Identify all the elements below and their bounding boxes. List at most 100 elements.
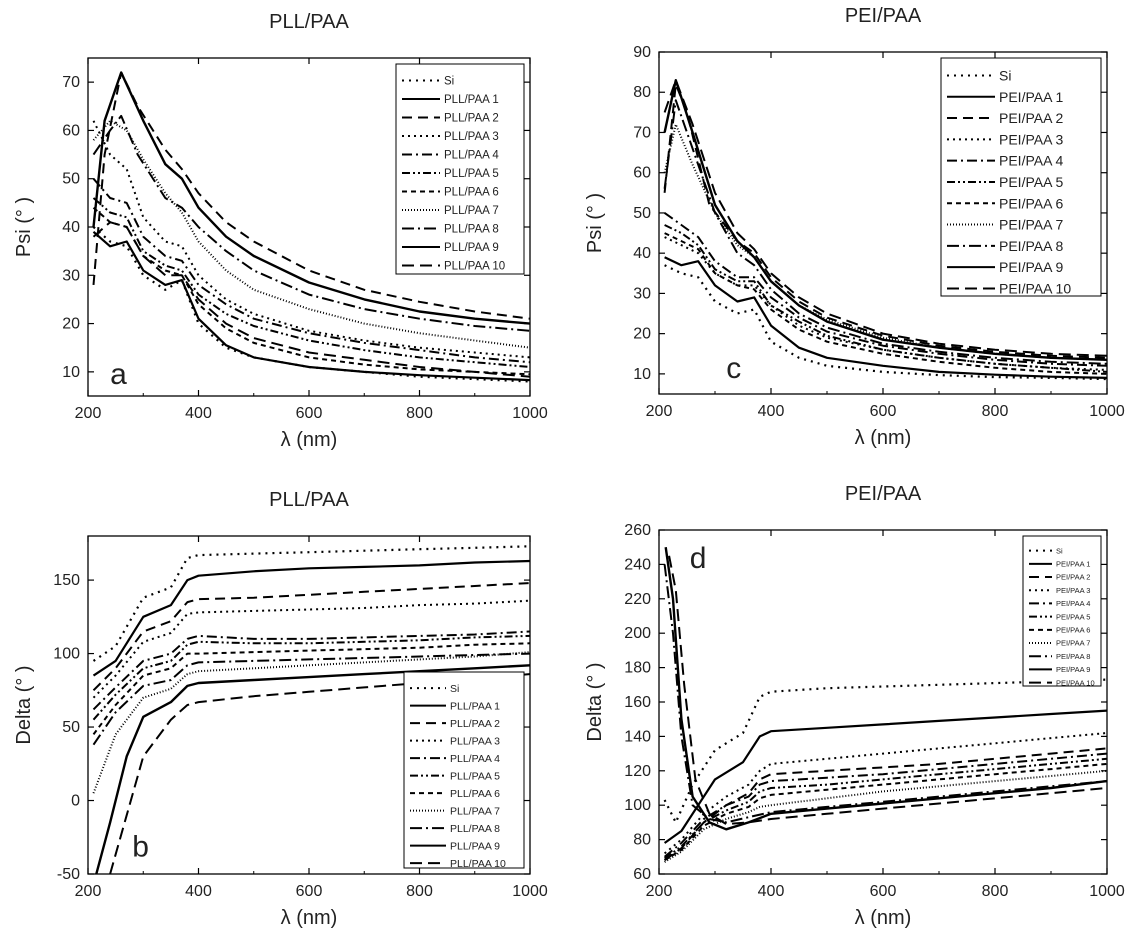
series-line-1 <box>92 226 530 383</box>
series-line-10 <box>95 664 530 874</box>
legend-entry: PEI/PAA 10 <box>1056 678 1095 687</box>
y-axis-label: Delta (° ) <box>13 665 35 744</box>
legend-entry: PLL/PAA 8 <box>444 224 499 236</box>
legend-entry: PLL/PAA 10 <box>450 858 506 870</box>
legend-entry: PEI/PAA 5 <box>1056 612 1090 621</box>
series-line-2 <box>92 230 530 382</box>
panel-letter: d <box>690 542 707 575</box>
chart-panel-c: PEI/PAA 200 400 600 800 1000 10 20 30 40 50 60 70 80 9… <box>584 5 1125 449</box>
legend-entry: PLL/PAA 6 <box>450 788 500 800</box>
x-axis-label: λ (nm) <box>855 907 912 929</box>
x-tick-label: 600 <box>870 883 897 900</box>
legend-entry: PLL/PAA 9 <box>450 840 500 852</box>
x-tick-label: 800 <box>982 883 1009 900</box>
x-tick-label: 600 <box>870 403 897 420</box>
x-axis-label: λ (nm) <box>281 907 338 929</box>
legend-entry: PLL/PAA 7 <box>450 805 500 817</box>
series-line-6 <box>92 634 530 721</box>
y-tick-label: 40 <box>62 219 80 236</box>
x-axis-label: λ (nm) <box>855 427 912 449</box>
legend-entry: PLL/PAA 5 <box>444 168 499 180</box>
y-tick-label: 100 <box>53 646 80 663</box>
legend-entry: PLL/PAA 1 <box>444 94 499 106</box>
x-tick-label: 200 <box>75 405 102 422</box>
x-tick-label: 1000 <box>512 883 548 900</box>
legend-entry: PLL/PAA 2 <box>444 113 499 125</box>
y-tick-label: 0 <box>71 793 80 810</box>
legend-entry: PEI/PAA 8 <box>1056 652 1090 661</box>
y-tick-label: 150 <box>53 572 80 589</box>
series-line-8 <box>664 769 1107 863</box>
panel-letter: c <box>726 352 741 385</box>
chart-title: PEI/PAA <box>845 483 922 505</box>
y-tick-label: 50 <box>633 205 651 222</box>
legend-entry: PEI/PAA 8 <box>999 238 1064 254</box>
legend-entry: PEI/PAA 1 <box>999 89 1064 105</box>
y-tick-label: 10 <box>62 364 80 381</box>
y-tick-label: 40 <box>633 245 651 262</box>
series-line-11 <box>668 555 1107 826</box>
legend-entry: PEI/PAA 3 <box>999 131 1064 147</box>
legend-entry: PLL/PAA 9 <box>444 242 499 254</box>
chart-title: PLL/PAA <box>269 489 349 511</box>
x-tick-label: 600 <box>296 883 323 900</box>
series-line-9 <box>92 114 530 332</box>
x-tick-label: 800 <box>406 405 433 422</box>
series-line-6 <box>664 757 1107 860</box>
series-line-4 <box>92 599 530 699</box>
legend-entry: PLL/PAA 4 <box>444 150 499 162</box>
series-line-7 <box>664 762 1107 862</box>
legend-entry: PLL/PAA 4 <box>450 753 500 765</box>
y-tick-label: 60 <box>633 866 651 883</box>
x-tick-label: 400 <box>758 883 785 900</box>
y-tick-label: 260 <box>624 522 651 539</box>
chart-panel-b: PLL/PAA 200 400 600 800 1000 -50 0 50 100 150 λ (nm… <box>13 489 548 929</box>
y-tick-label: 90 <box>633 44 651 61</box>
series-line-9 <box>663 99 1107 365</box>
legend-entry: PLL/PAA 3 <box>450 735 500 747</box>
legend-entry: PEI/PAA 2 <box>999 110 1064 126</box>
legend-entry: Si <box>444 76 454 88</box>
series-line-3 <box>92 582 530 692</box>
series-line-5 <box>92 630 530 711</box>
chart-panel-a: PLL/PAA 200 400 600 800 1000 10 20 30 40 50 60 70 λ (… <box>13 11 548 451</box>
series-line-10 <box>92 71 530 325</box>
y-tick-label: 100 <box>624 797 651 814</box>
legend-entry: PEI/PAA 2 <box>1056 573 1090 582</box>
legend-entry: Si <box>999 67 1011 83</box>
legend: Si PEI/PAA 1 PEI/PAA 2 PEI/PAA 3 PEI/PAA 4 PE… <box>1022 535 1102 687</box>
y-tick-label: 60 <box>62 122 80 139</box>
series-line-11 <box>92 221 530 378</box>
legend-entry: PLL/PAA 5 <box>450 770 500 782</box>
y-axis-label: Psi (° ) <box>13 197 35 257</box>
legend-entry: PLL/PAA 3 <box>444 131 499 143</box>
legend-entry: PEI/PAA 6 <box>999 195 1064 211</box>
y-tick-label: 120 <box>624 763 651 780</box>
series-line-2 <box>664 256 1107 379</box>
legend-entry: PEI/PAA 4 <box>999 153 1064 169</box>
chart-title: PLL/PAA <box>269 11 349 33</box>
y-tick-label: 20 <box>62 316 80 333</box>
y-tick-label: 200 <box>624 625 651 642</box>
x-tick-label: 1000 <box>512 405 548 422</box>
y-tick-label: 80 <box>633 84 651 101</box>
y-tick-label: 80 <box>633 832 651 849</box>
y-tick-label: 30 <box>633 285 651 302</box>
x-tick-label: 1000 <box>1089 883 1125 900</box>
x-tick-label: 1000 <box>1089 403 1125 420</box>
x-tick-label: 400 <box>185 883 212 900</box>
y-tick-label: 50 <box>62 171 80 188</box>
y-tick-label: 180 <box>624 660 651 677</box>
x-tick-label: 600 <box>296 405 323 422</box>
legend-entry: PEI/PAA 7 <box>999 217 1064 233</box>
series-line-6 <box>92 197 530 368</box>
legend-entry: PEI/PAA 1 <box>1056 560 1090 569</box>
legend-entry: PEI/PAA 9 <box>1056 665 1090 674</box>
series-line-9 <box>92 652 530 746</box>
legend-entry: PEI/PAA 5 <box>999 174 1064 190</box>
x-tick-label: 800 <box>406 883 433 900</box>
legend-entry: PEI/PAA 10 <box>999 280 1071 296</box>
legend-entry: PEI/PAA 3 <box>1056 586 1090 595</box>
legend-box <box>1022 535 1102 687</box>
